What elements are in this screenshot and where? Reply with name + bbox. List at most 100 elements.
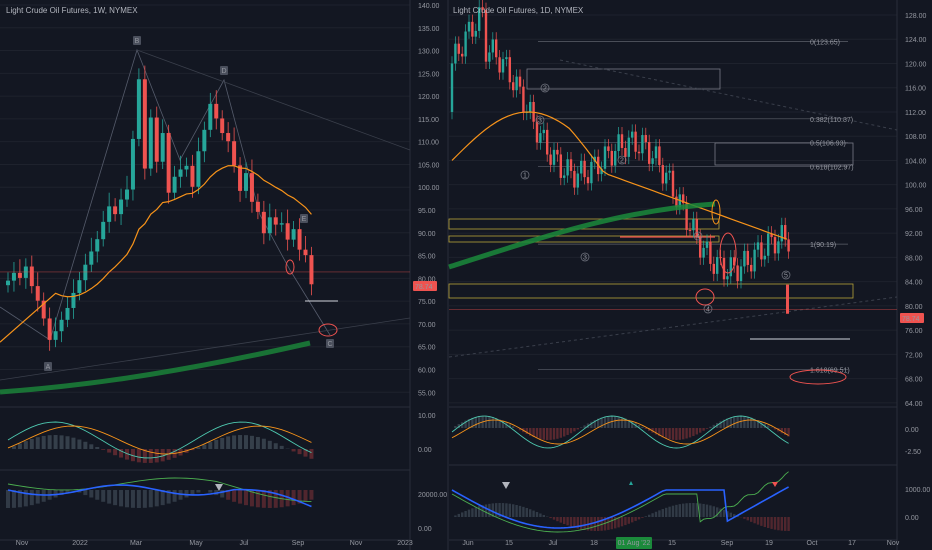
weekly-candle [232,141,237,166]
weekly-wave-label-bg [300,214,308,223]
daily-candle [671,170,675,197]
daily-osc1-bar [620,417,624,428]
daily-osc2-bar [549,517,552,519]
daily-candle [627,137,630,157]
weekly-x-label: Mar [130,540,143,547]
daily-osc2-bar [675,504,678,517]
weekly-candle [160,133,165,162]
daily-x-label: Nov [887,540,900,547]
weekly-y-tick: 125.00 [418,71,440,78]
daily-osc1-bar [726,418,729,428]
daily-candle [712,263,715,274]
daily-candle [682,194,685,204]
weekly-osc2-bar [59,490,64,496]
daily-candle [786,284,789,314]
daily-y-tick: 128.00 [905,13,927,20]
daily-candle [736,265,739,282]
daily-supply-zone [526,68,721,90]
weekly-y-tick: 100.00 [418,185,440,192]
daily-circle-marker [711,199,721,225]
daily-candle [580,160,583,174]
daily-candle [508,57,511,83]
weekly-osc1-bar [160,449,165,462]
daily-candle [773,237,777,254]
daily-osc1-bar [644,428,647,429]
daily-wave-label-ring [520,170,530,180]
weekly-x-label: Nov [16,540,29,547]
weekly-candle [35,286,40,301]
weekly-candle [249,173,254,202]
daily-osc2-bar [685,503,688,517]
daily-candle [722,257,726,280]
weekly-y-tick: 70.00 [418,322,436,329]
weekly-osc1-bar [41,435,46,449]
daily-osc1-bar [603,416,607,428]
daily-osc2-bar [661,509,664,517]
daily-osc1-bar [709,426,712,428]
daily-circle-marker [719,232,737,274]
daily-osc2-bar [495,503,498,517]
weekly-candle [77,280,82,293]
daily-candle [780,225,783,242]
daily-trendline [559,59,898,131]
daily-osc1-bar [461,422,464,428]
daily-osc2-bar [719,508,722,517]
weekly-candle [273,217,278,225]
daily-candle [586,177,590,184]
daily-candle [569,159,573,171]
daily-osc2-bar [651,513,654,517]
daily-osc1-bar [705,428,709,429]
weekly-osc1-bar [59,435,64,449]
weekly-osc1-bar [53,435,58,449]
weekly-osc2-signal [7,484,312,508]
daily-candle [665,172,668,184]
daily-osc1-bar [627,419,630,428]
daily-x-label: Jul [549,540,558,547]
daily-osc2-bar [580,517,583,530]
weekly-y-tick: 95.00 [418,208,436,215]
daily-osc1-bar [658,428,661,437]
daily-y-tick: 116.00 [905,86,926,93]
daily-x-highlight-bg [616,537,652,549]
daily-osc1-bar [508,424,511,428]
daily-wave-label-ring [617,155,627,165]
weekly-osc1-bar [202,444,207,449]
daily-osc2-bar [563,517,566,525]
weekly-y-tick: 140.00 [418,3,440,10]
daily-osc2-bar [529,509,532,517]
daily-osc2-bar [501,503,505,517]
daily-candle [692,219,695,231]
daily-osc2-bar [491,503,494,517]
weekly-candle [59,319,64,332]
weekly-candle [166,133,171,193]
daily-osc1-bar [780,428,783,434]
weekly-x-label: 2022 [72,540,88,547]
weekly-candle [107,206,112,222]
daily-candle [702,247,705,258]
daily-y-tick: 80.00 [905,304,923,311]
daily-candle [501,59,505,73]
daily-candle [471,21,474,37]
weekly-osc1-bar [255,437,260,449]
daily-candle [746,250,749,265]
daily-osc1-bar [576,428,579,430]
weekly-osc2-bar [148,490,153,508]
weekly-osc2-bar [172,490,177,502]
weekly-osc2-bar [196,490,201,493]
weekly-candle [208,103,213,130]
daily-candle [566,159,569,176]
daily-osc2-bar [556,517,559,522]
daily-candle [695,219,698,237]
daily-candle [515,76,518,91]
weekly-osc2-line [7,477,312,503]
daily-osc1-bar [733,416,736,428]
daily-osc1-bar [699,428,702,433]
weekly-osc1-bar [148,449,153,463]
daily-osc1-bar [688,428,692,438]
daily-osc1-bar [661,428,664,438]
daily-osc2-tick: 0.00 [905,515,919,522]
weekly-osc2-bar [244,490,248,506]
daily-osc1-bar [695,428,698,435]
